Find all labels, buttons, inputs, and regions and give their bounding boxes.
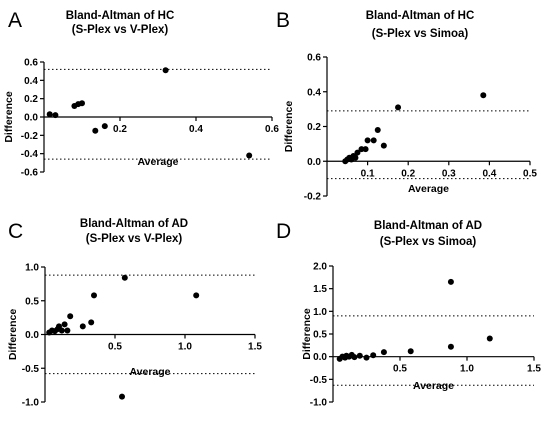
y-tick-label: 0.4	[307, 87, 321, 98]
data-point	[101, 123, 108, 130]
data-point	[193, 292, 200, 299]
data-point	[91, 292, 97, 299]
y-tick-label: 0.0	[307, 157, 321, 168]
y-tick-label: 0.5	[313, 330, 327, 341]
x-tick-label: 0.4	[482, 168, 496, 179]
y-tick-label: 0.0	[24, 113, 38, 124]
data-point	[61, 321, 68, 328]
data-point	[246, 152, 253, 159]
x-tick-label: 1.0	[460, 364, 474, 375]
y-tick-label: 0.6	[307, 53, 321, 64]
data-point	[88, 319, 95, 326]
panel-c: C Bland-Altman of AD (S-Plex vs V-Plex) 1.0…	[7, 218, 262, 409]
x-tick-label: 1.5	[527, 364, 541, 375]
data-point	[364, 137, 371, 144]
panel-letter: D	[276, 220, 291, 243]
data-point	[395, 104, 402, 111]
data-point	[79, 323, 86, 330]
data-point	[356, 352, 363, 359]
y-tick-label: 0.0	[25, 330, 39, 341]
y-tick-label: 0.5	[25, 296, 39, 307]
y-tick-label: -0.2	[304, 192, 322, 203]
chart-title: Bland-Altman of HC	[66, 10, 175, 22]
y-tick-label: 0.0	[313, 352, 327, 363]
x-tick-label: 0.5	[393, 364, 407, 375]
data-point	[354, 149, 361, 156]
data-point	[352, 154, 359, 161]
data-point	[79, 100, 85, 107]
data-point	[92, 127, 99, 134]
data-point	[52, 112, 59, 119]
y-tick-label: -1.0	[310, 398, 328, 409]
data-point	[370, 352, 377, 359]
data-point	[447, 278, 454, 285]
x-tick-label: 0.6	[265, 124, 279, 135]
data-point	[362, 146, 369, 153]
data-point	[46, 111, 53, 118]
y-tick-label: -0.2	[21, 131, 39, 142]
x-tick-label: 1.0	[178, 342, 192, 353]
data-point	[370, 137, 377, 144]
chart-title: Bland-Altman of AD	[374, 220, 482, 232]
chart-subtitle: (S-Plex vs V-Plex)	[72, 24, 169, 36]
panel-letter: A	[8, 9, 22, 32]
panel-letter: B	[276, 9, 290, 32]
y-axis-label: Difference	[283, 101, 295, 153]
y-tick-label: 1.0	[25, 263, 39, 274]
data-point	[480, 92, 487, 99]
y-tick-label: 1.5	[313, 284, 327, 295]
x-tick-label: 0.1	[361, 168, 375, 179]
chart-subtitle: (S-Plex vs Simoa)	[372, 28, 469, 40]
chart-subtitle: (S-Plex vs Simoa)	[380, 236, 477, 248]
y-tick-label: -0.5	[310, 375, 328, 386]
data-point	[486, 335, 493, 342]
y-tick-label: 2.0	[313, 262, 327, 273]
y-tick-label: -0.4	[21, 149, 39, 160]
data-point	[119, 393, 125, 400]
panel-d: D Bland-Altman of AD (S-Plex vs Simoa) 2.0 1…	[276, 220, 541, 409]
data-point	[121, 274, 128, 281]
data-point	[380, 142, 387, 149]
data-point	[407, 348, 414, 355]
chart-title: Bland-Altman of HC	[366, 10, 475, 22]
panel-b: B Bland-Altman of HC (S-Plex vs Simoa) 0.6 0…	[276, 9, 537, 203]
x-tick-label: 0.5	[523, 168, 537, 179]
y-axis-label: Difference	[7, 309, 19, 361]
panel-letter: C	[8, 220, 23, 243]
x-axis-label: Average	[137, 156, 178, 168]
data-point	[162, 67, 169, 74]
x-tick-label: 0.3	[442, 168, 456, 179]
data-point	[67, 313, 74, 320]
panel-a: A Bland-Altman of HC (S-Plex vs V-Plex) 0.6…	[3, 9, 279, 179]
x-axis-label: Average	[129, 366, 170, 378]
x-axis-label: Average	[408, 183, 449, 195]
y-axis-label: Difference	[3, 91, 15, 143]
y-tick-label: -0.6	[21, 168, 39, 179]
data-point	[363, 354, 370, 361]
y-tick-label: 0.4	[24, 76, 38, 87]
y-tick-label: 0.2	[307, 122, 321, 133]
y-tick-label: 1.0	[313, 307, 327, 318]
data-point	[380, 349, 387, 356]
x-tick-label: 0.2	[401, 168, 415, 179]
data-point	[374, 126, 381, 133]
x-tick-label: 1.5	[248, 342, 262, 353]
x-tick-label: 0.2	[113, 124, 127, 135]
x-tick-label: 0.4	[189, 124, 203, 135]
x-axis-label: Average	[413, 380, 454, 392]
data-point	[58, 327, 65, 334]
chart-subtitle: (S-Plex vs V-Plex)	[86, 233, 183, 245]
y-tick-label: 0.2	[24, 94, 38, 105]
data-point	[64, 327, 71, 334]
y-tick-label: 0.6	[24, 58, 38, 69]
chart-title: Bland-Altman of AD	[80, 218, 188, 230]
data-point	[447, 343, 454, 350]
y-axis-label: Difference	[301, 308, 313, 360]
y-tick-label: -0.5	[22, 364, 40, 375]
y-tick-label: -1.0	[22, 398, 40, 409]
data-point	[351, 354, 358, 361]
x-tick-label: 0.5	[108, 342, 122, 353]
